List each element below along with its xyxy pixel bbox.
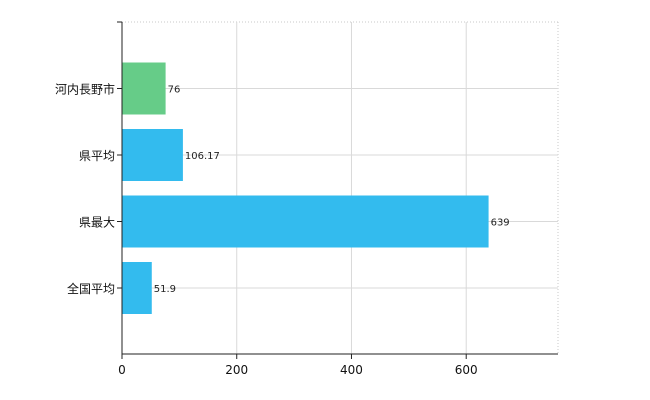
axis-layer — [117, 21, 558, 359]
bar — [122, 62, 166, 115]
y-tick-label: 全国平均 — [67, 281, 115, 296]
bar — [122, 195, 489, 248]
x-tick-label: 600 — [455, 363, 478, 377]
data-label: 76 — [168, 85, 181, 96]
x-tick-label: 0 — [118, 363, 126, 377]
grid-layer — [122, 21, 559, 354]
y-tick-label: 県最大 — [79, 216, 115, 230]
x-tick-label: 400 — [340, 363, 363, 377]
y-tick-label: 河内長野市 — [55, 82, 115, 97]
bar — [122, 129, 183, 181]
x-tick-label: 200 — [225, 363, 248, 377]
data-label: 106.17 — [185, 151, 220, 162]
data-label: 51.9 — [154, 284, 176, 295]
y-tick-label: 県平均 — [79, 149, 115, 163]
bar-layer — [122, 62, 489, 314]
data-label: 639 — [491, 218, 510, 229]
bar — [122, 262, 152, 314]
